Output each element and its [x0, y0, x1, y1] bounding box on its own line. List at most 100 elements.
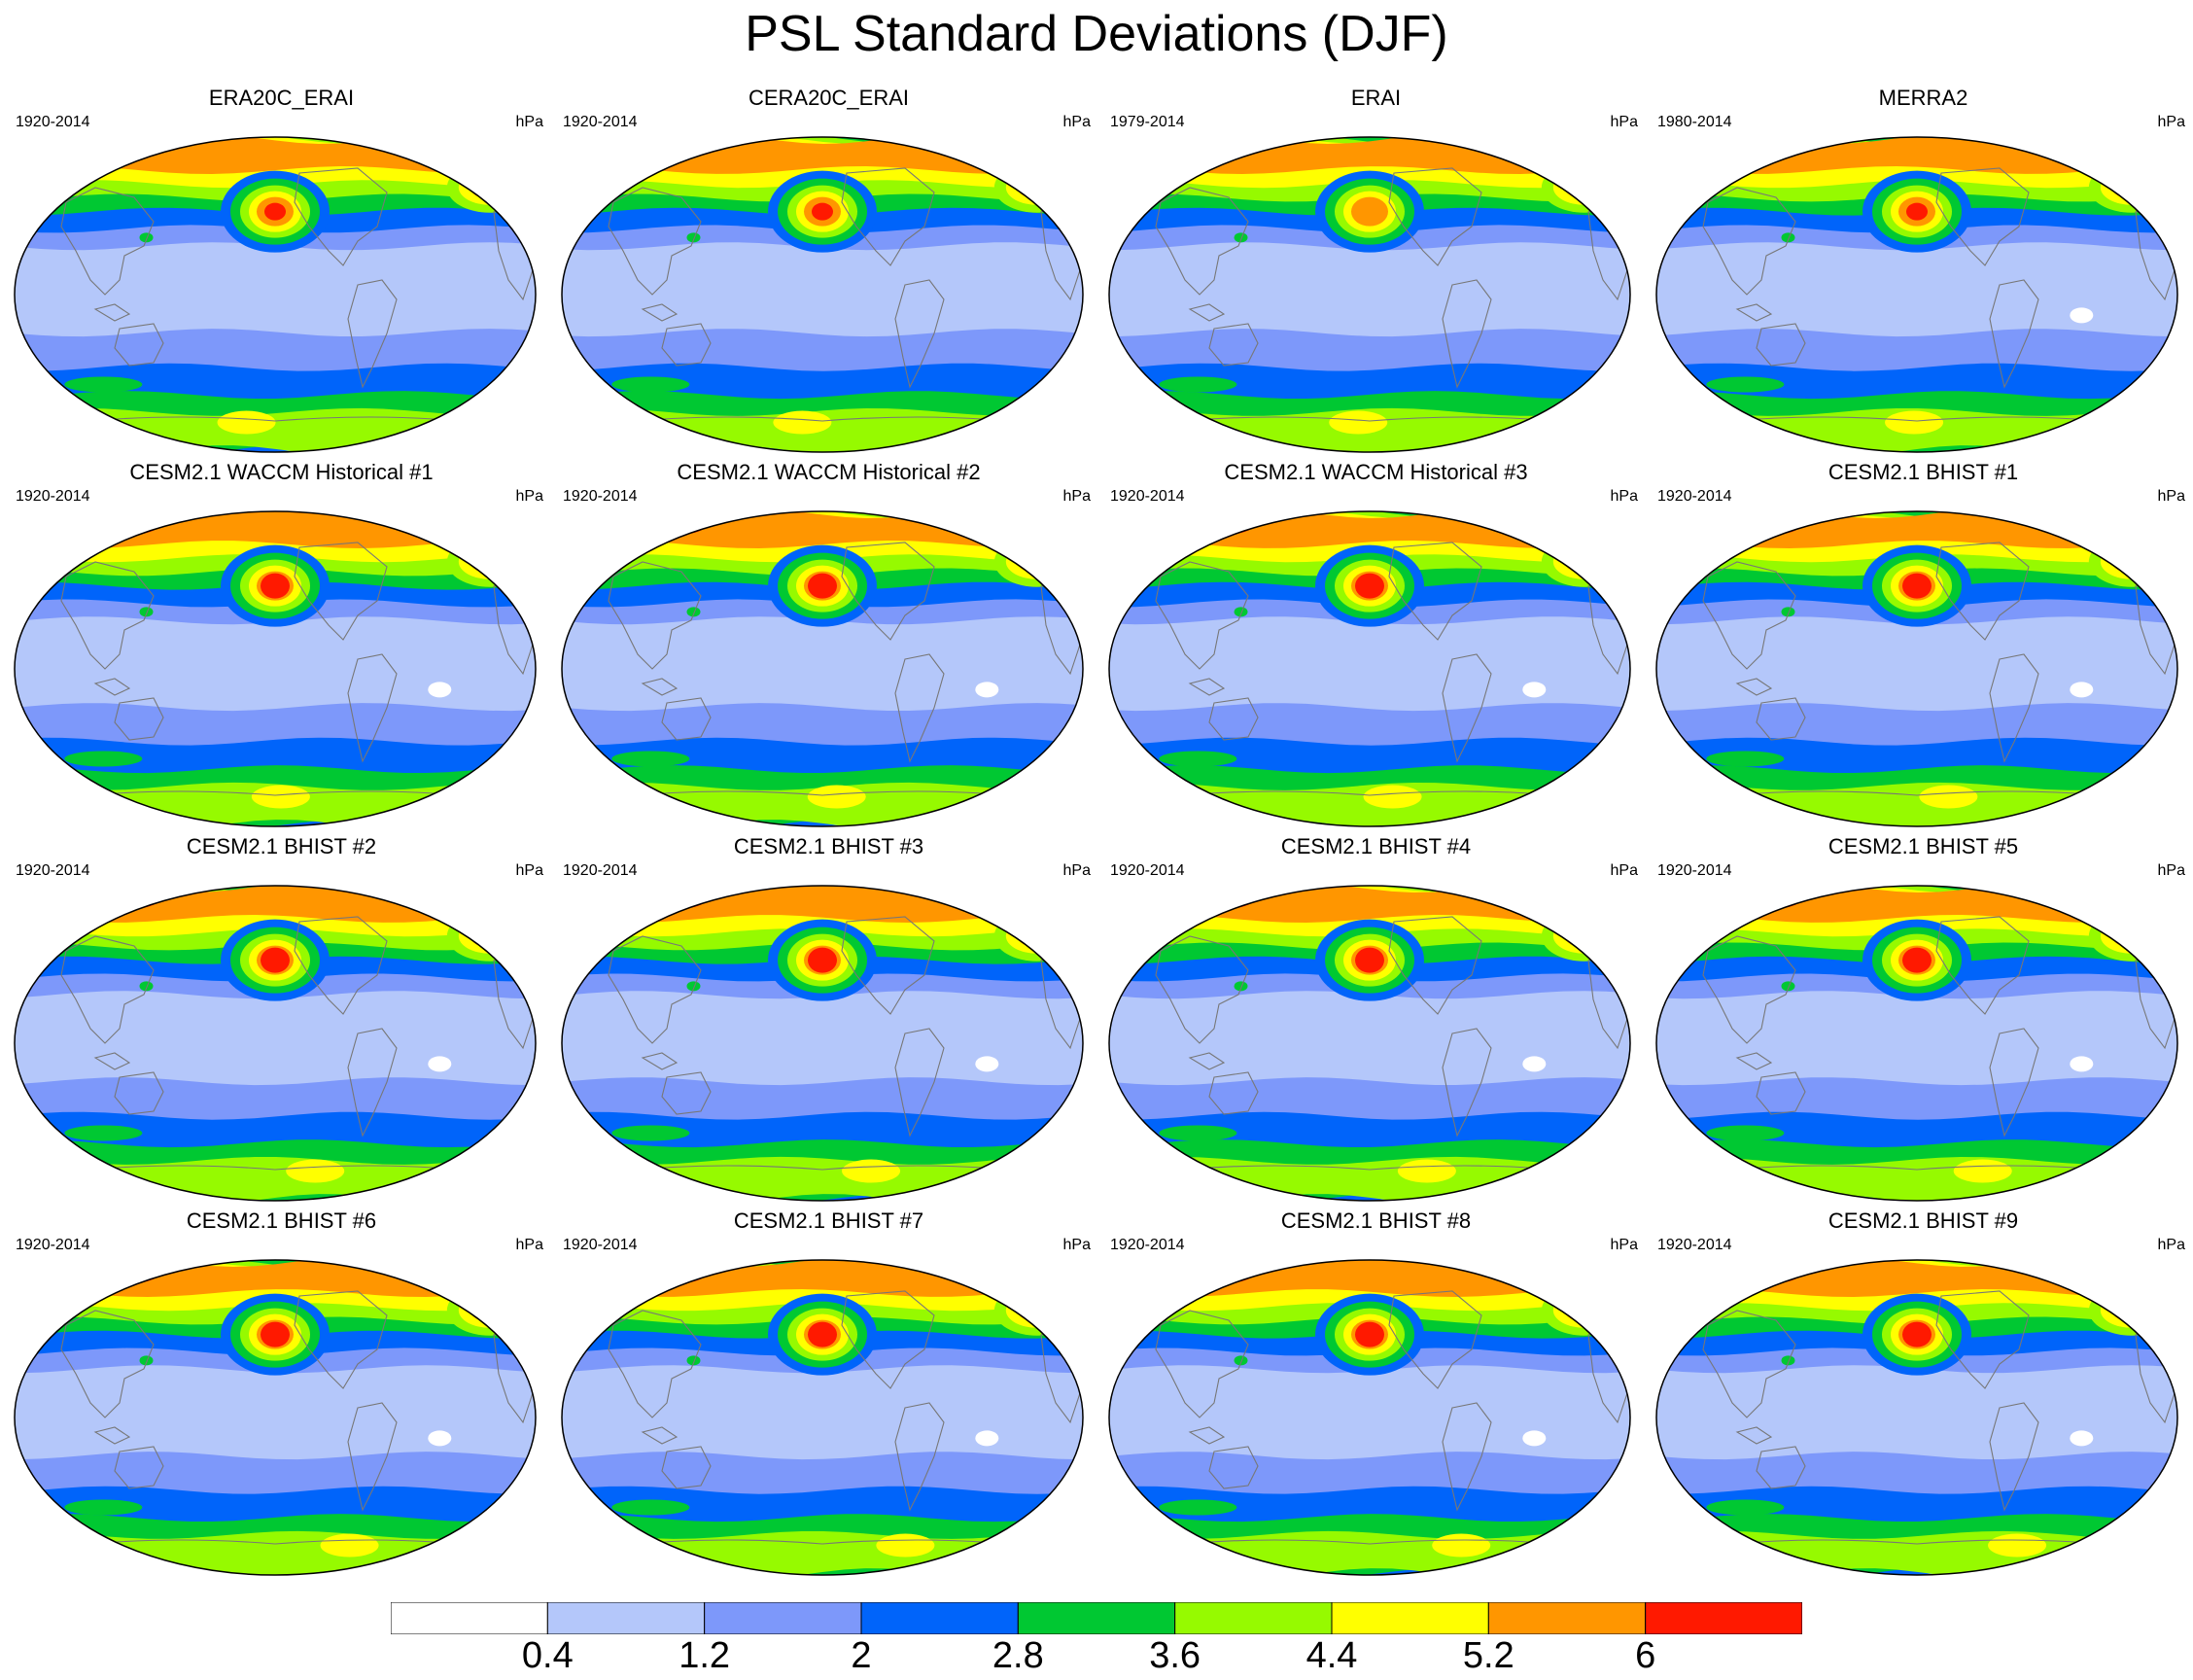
north-america-coast [294, 1290, 388, 1389]
asia-coast [608, 187, 702, 296]
contour-blob-south-ring [1706, 1125, 1785, 1141]
panel-title: CESM2.1 WACCM Historical #3 [1224, 460, 1528, 484]
aleutian-core [261, 947, 290, 973]
contour-band-south-4 [562, 1530, 1080, 1575]
south-america-coast [894, 653, 945, 763]
panel-period: 1920-2014 [1657, 488, 1732, 505]
contour-blob-south-ring [611, 376, 690, 393]
south-america-coast [1442, 1028, 1492, 1138]
panel-title: CESM2.1 BHIST #5 [1828, 834, 2019, 858]
australia-coast [661, 323, 712, 367]
map-panel: CESM2.1 WACCM Historical #3 1920-2014 hPa [1102, 460, 1650, 834]
andes-low-patch [428, 1056, 452, 1072]
indonesia-coast [1735, 1052, 1773, 1070]
contour-map [1108, 885, 1631, 1202]
north-america-coast [1388, 542, 1482, 641]
panel-units: hPa [2157, 488, 2185, 505]
panel-period: 1980-2014 [1657, 114, 1732, 130]
colorbar-swatch [1174, 1602, 1333, 1634]
map-panel: CESM2.1 WACCM Historical #1 1920-2014 hPa [8, 460, 555, 834]
contour-blob-south-ring [1159, 751, 1237, 767]
australia-coast [1208, 1446, 1259, 1489]
panel-period: 1979-2014 [1110, 114, 1185, 130]
contour-band-north-6 [562, 886, 1080, 923]
south-america-coast [1442, 279, 1492, 389]
andes-low-patch [1522, 682, 1547, 698]
panel-title: CESM2.1 BHIST #2 [186, 834, 377, 858]
contour-map [1655, 136, 2178, 453]
icelandic-core [485, 925, 505, 939]
aleutian-core [261, 1321, 290, 1348]
contour-blob-south-ring [1159, 1499, 1237, 1516]
icelandic-ring-2 [2100, 918, 2163, 954]
aleutian-core [1355, 573, 1384, 599]
contour-blob-south-ring [64, 751, 143, 767]
contour-band-south-4 [15, 407, 533, 452]
south-america-coast [347, 653, 398, 763]
contour-blob-south-max [251, 785, 310, 809]
panel-units: hPa [515, 114, 543, 130]
contour-band-south-4 [1109, 1156, 1627, 1201]
tibet-artifact [1234, 1355, 1248, 1366]
contour-blob-south-ring [1159, 1125, 1237, 1141]
icelandic-ring-2 [1552, 169, 1616, 205]
map-frame [1108, 136, 1631, 453]
panel-period: 1920-2014 [1110, 488, 1185, 505]
contour-blob-south-max [1397, 1159, 1456, 1183]
north-america-coast [1388, 167, 1482, 266]
contour-blob-south-ring [64, 1125, 143, 1141]
icelandic-ring-2 [1005, 543, 1068, 579]
icelandic-ring-2 [2100, 1292, 2163, 1328]
map-panel: CESM2.1 BHIST #1 1920-2014 hPa [1650, 460, 2193, 834]
contour-blob-south-max [1919, 785, 1978, 809]
panel-period: 1920-2014 [16, 1237, 90, 1253]
contour-map [561, 885, 1084, 1202]
asia-coast [60, 187, 155, 296]
australia-coast [1208, 697, 1259, 741]
panel-period: 1920-2014 [1657, 1237, 1732, 1253]
map-panel: ERAI 1979-2014 hPa [1102, 86, 1650, 460]
icelandic-core [1580, 176, 1600, 191]
icelandic-ring-3 [2111, 1298, 2151, 1322]
map-frame [1655, 510, 2178, 827]
south-america-coast [894, 1402, 945, 1512]
asia-coast [1702, 561, 1796, 670]
map-panel: CESM2.1 BHIST #7 1920-2014 hPa [555, 1208, 1102, 1583]
colorbar-swatch [1017, 1602, 1176, 1634]
north-america-coast [841, 1290, 935, 1389]
aleutian-core [261, 573, 290, 599]
north-america-coast [1935, 1290, 2030, 1389]
panel-period: 1920-2014 [1110, 862, 1185, 879]
australia-coast [114, 697, 164, 741]
contour-blob-south-max [876, 1533, 935, 1558]
panel-title: CESM2.1 WACCM Historical #1 [129, 460, 434, 484]
map-panel: CESM2.1 BHIST #3 1920-2014 hPa [555, 834, 1102, 1208]
tibet-artifact [1234, 232, 1248, 243]
south-america-coast [1989, 279, 2039, 389]
contour-map [14, 1259, 537, 1576]
andes-low-patch [2070, 1056, 2094, 1072]
colorbar-swatch [391, 1602, 548, 1634]
map-frame [1108, 510, 1631, 827]
icelandic-core [2127, 1299, 2147, 1313]
icelandic-core [485, 550, 505, 565]
aleutian-core [808, 947, 837, 973]
contour-map [1655, 1259, 2178, 1576]
panel-period: 1920-2014 [1657, 862, 1732, 879]
icelandic-ring-2 [1005, 918, 1068, 954]
indonesia-coast [641, 678, 679, 696]
andes-low-patch [975, 1430, 999, 1447]
map-frame [561, 136, 1084, 453]
contour-blob-south-max [1988, 1533, 2047, 1558]
north-america-coast [841, 167, 935, 266]
aleutian-core [1355, 947, 1384, 973]
contour-blob-south-max [1329, 410, 1388, 435]
icelandic-ring-2 [458, 1292, 521, 1328]
contour-map [561, 1259, 1084, 1576]
indonesia-coast [641, 303, 679, 322]
tibet-artifact [686, 607, 701, 617]
asia-coast [1702, 1310, 1796, 1418]
icelandic-core [1032, 550, 1053, 565]
icelandic-ring-3 [1017, 1298, 1057, 1322]
panel-period: 1920-2014 [563, 114, 638, 130]
